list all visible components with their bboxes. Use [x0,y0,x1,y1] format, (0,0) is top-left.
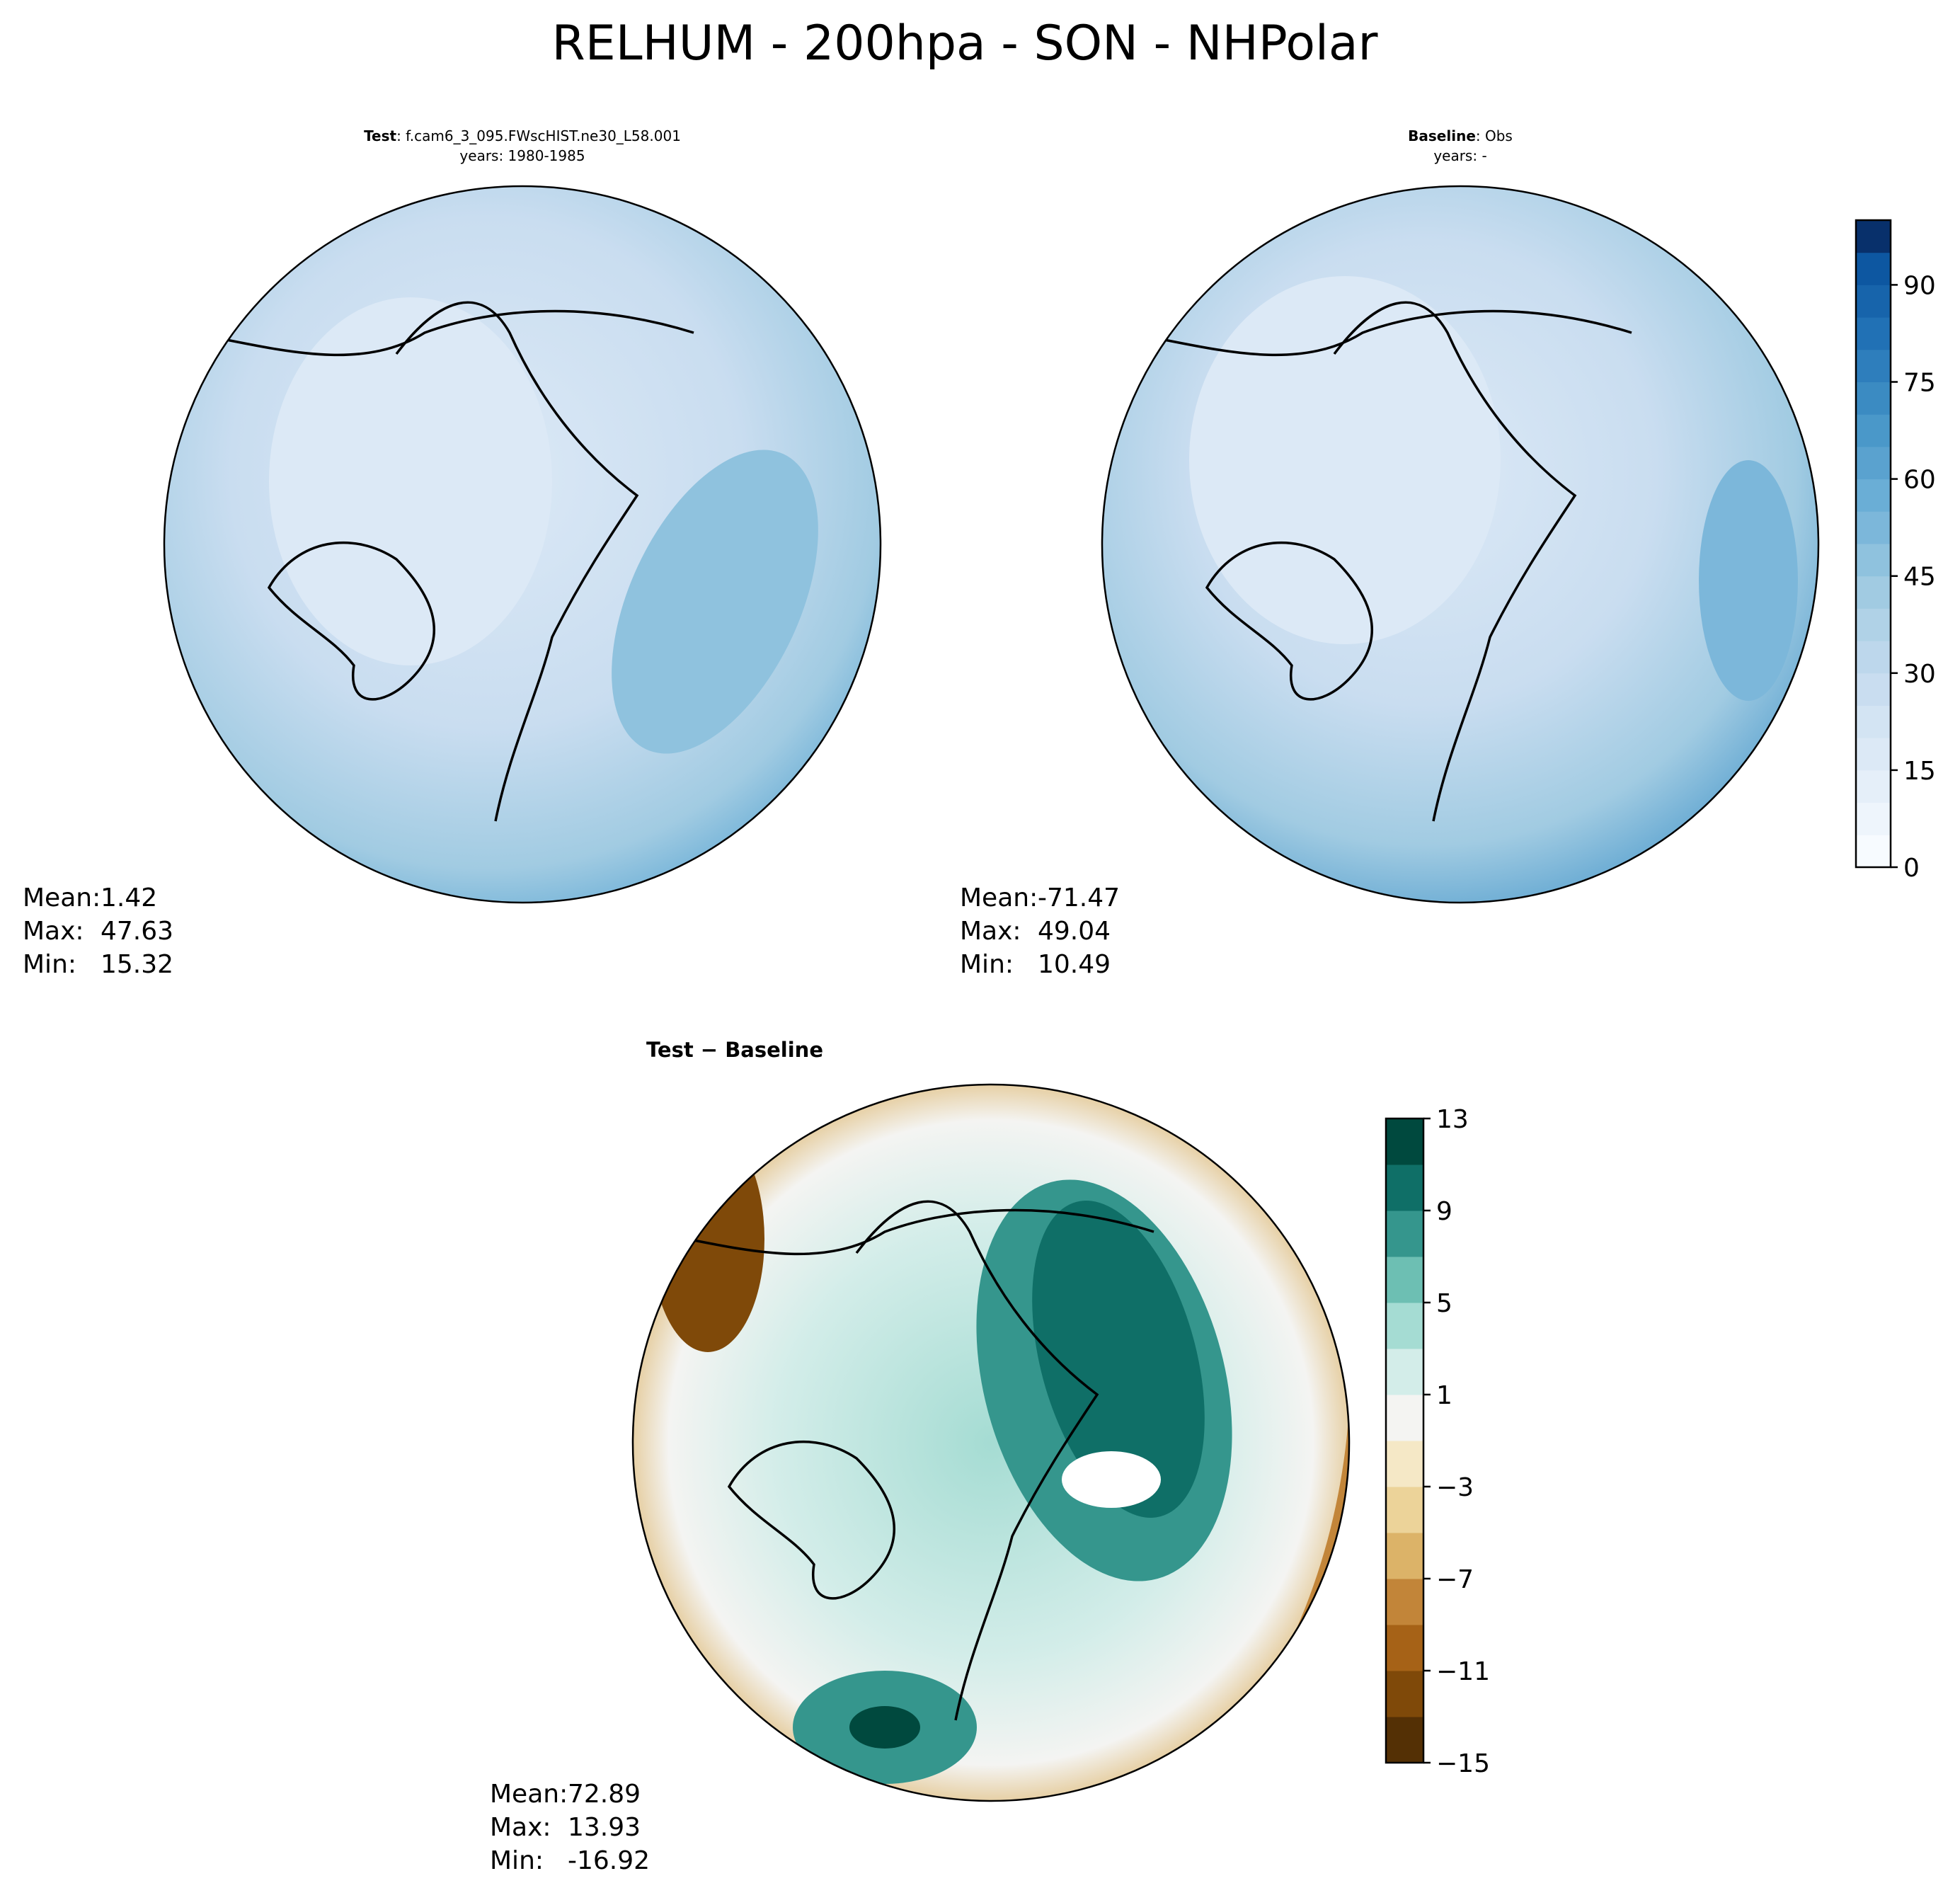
colorbar-tick-label: 9 [1436,1197,1452,1226]
map-frame [631,1083,1351,1802]
colorbar-band [1856,317,1891,350]
colorbar-band [1386,1257,1423,1303]
colorbar-band [1386,1533,1423,1579]
colorbar-band [1856,835,1891,868]
stat-label: Min: [490,1846,544,1875]
colorbar-band [1386,1671,1423,1717]
panel-years: years: 1980-1985 [459,147,585,164]
colorbar-tick-label: −7 [1436,1565,1474,1594]
colorbar-tick-label: 75 [1903,369,1936,398]
colorbar-band [1386,1303,1423,1349]
stat-label: Mean: [960,883,1038,912]
stat-value: 47.63 [101,917,173,946]
colorbar-band [1856,641,1891,674]
colorbar-tick-label: 0 [1903,854,1920,883]
colorbar-band [1856,576,1891,609]
panel-title: Test − Baseline [646,1038,823,1062]
map-baseline [1102,186,1818,903]
map-frame [163,185,882,904]
colorbar-band [1856,252,1891,285]
colorbar-tick-label: 15 [1903,757,1936,786]
stat-label: Min: [960,950,1014,979]
stat-value: -16.92 [568,1846,650,1875]
stat-label: Mean: [23,883,101,912]
colorbar-band [1386,1395,1423,1441]
stat-label: Mean: [490,1780,568,1809]
colorbar-band [1386,1211,1423,1257]
map-frame [1101,185,1820,904]
colorbar-tick-label: 13 [1436,1105,1469,1134]
colorbar-band [1856,544,1891,577]
colorbar-band [1856,285,1891,318]
figure-title: RELHUM - 200hpa - SON - NHPolar [552,16,1378,71]
colorbar-band [1856,414,1891,447]
colorbar-tick-label: 5 [1436,1289,1452,1318]
stat-label: Max: [490,1813,551,1842]
stat-label: Max: [23,917,84,946]
colorbar-band [1856,479,1891,512]
colorbar-band [1386,1717,1423,1763]
colorbar-band [1856,802,1891,835]
colorbar-band [1386,1579,1423,1625]
colorbar-tick-label: 90 [1903,271,1936,300]
stat-label: Max: [960,917,1021,946]
colorbar-frame [1855,219,1892,869]
colorbar-band [1856,738,1891,771]
map-test [164,186,881,903]
colorbar-tick-label: 60 [1903,466,1936,495]
colorbar-band [1386,1625,1423,1671]
colorbar-band [1386,1441,1423,1487]
colorbar-tick-label: −15 [1436,1749,1490,1778]
colorbar-frame [1385,1117,1425,1764]
panel-title-bold: Test [364,127,396,144]
colorbar-band [1856,769,1891,803]
stat-label: Min: [23,950,76,979]
stat-value: 72.89 [568,1780,641,1809]
colorbar-band [1386,1349,1423,1395]
panel-title-bold: Test − Baseline [646,1038,823,1062]
stat-value: 13.93 [568,1813,641,1842]
stat-value: 10.49 [1038,950,1111,979]
panel-title-rest: : Obs [1476,127,1513,144]
stat-value: 15.32 [101,950,173,979]
colorbar-band [1856,446,1891,480]
panel-title: Test: f.cam6_3_095.FWscHIST.ne30_L58.001 [364,127,681,144]
colorbar-band [1856,220,1891,253]
colorbar-tick-label: −11 [1436,1657,1490,1686]
colorbar-band [1856,608,1891,641]
panel-title-bold: Baseline [1408,127,1476,144]
colorbar-band [1856,673,1891,706]
colorbar-band [1856,382,1891,415]
stat-value: 1.42 [101,883,157,912]
colorbar-band [1386,1119,1423,1165]
colorbar-tick-label: 30 [1903,660,1936,689]
colorbar-tick-label: 45 [1903,563,1936,592]
panel-years: years: - [1433,147,1486,164]
colorbar-band [1386,1165,1423,1211]
panel-title: Baseline: Obs [1408,127,1513,144]
colorbar-tick-label: 1 [1436,1381,1452,1410]
colorbar-band [1856,349,1891,382]
colorbar-tick-label: −3 [1436,1473,1474,1502]
colorbar-band [1856,705,1891,738]
panel-title-rest: : f.cam6_3_095.FWscHIST.ne30_L58.001 [396,127,681,144]
stat-value: -71.47 [1038,883,1120,912]
colorbar-band [1386,1487,1423,1533]
stat-value: 49.04 [1038,917,1111,946]
colorbar-band [1856,511,1891,544]
